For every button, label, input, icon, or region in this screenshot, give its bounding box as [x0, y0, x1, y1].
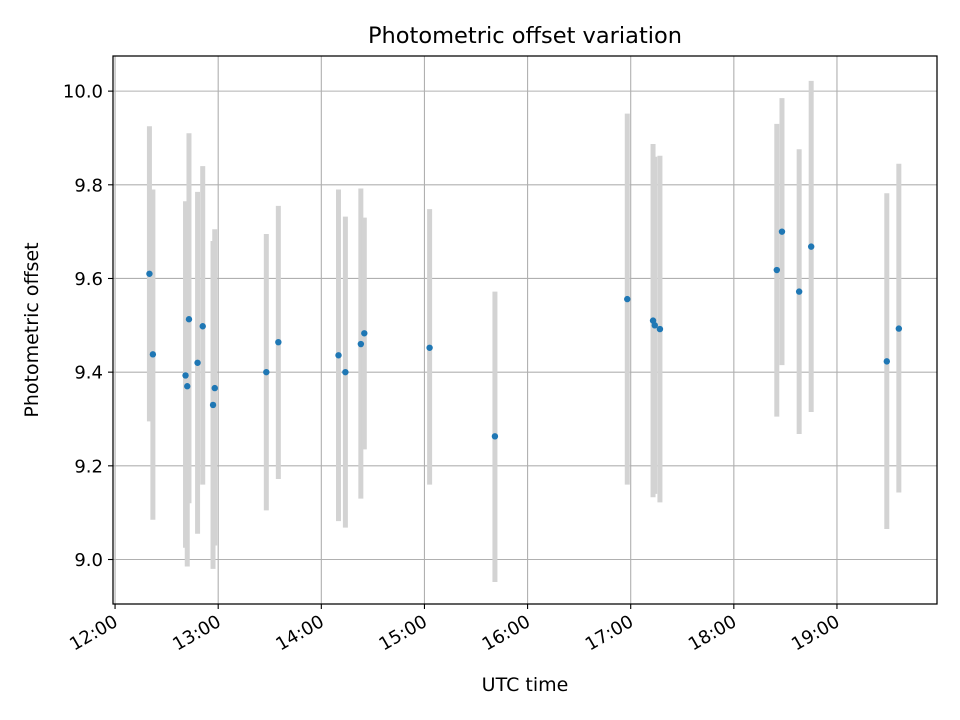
y-tick-label-2: 9.4 — [74, 363, 103, 384]
data-point-5 — [194, 359, 201, 366]
data-point-0 — [146, 270, 153, 277]
data-point-1 — [149, 351, 157, 358]
y-axis-label: Photometric offset — [21, 242, 43, 417]
data-point-10 — [275, 338, 282, 346]
data-point-26 — [895, 325, 903, 332]
plot-frame — [112, 55, 938, 605]
y-tick-label-1: 9.2 — [74, 456, 103, 477]
data-points — [146, 228, 903, 440]
y-tick-label-0: 9.0 — [74, 550, 103, 571]
data-point-23 — [795, 288, 803, 295]
chart-title: Photometric offset variation — [368, 23, 682, 49]
data-point-2 — [182, 372, 189, 379]
y-tick-label-5: 10.0 — [63, 82, 103, 103]
data-point-22 — [778, 228, 786, 235]
data-point-12 — [342, 368, 349, 376]
y-tick-label-4: 9.8 — [74, 175, 103, 196]
y-tick-label-3: 9.6 — [74, 269, 103, 290]
data-point-19 — [651, 322, 658, 329]
x-axis-label: UTC time — [482, 674, 569, 696]
data-point-21 — [773, 266, 781, 274]
data-point-4 — [185, 316, 193, 323]
data-point-25 — [883, 358, 891, 365]
data-point-8 — [211, 384, 218, 392]
data-point-16 — [491, 433, 499, 440]
data-point-11 — [335, 352, 342, 359]
data-point-7 — [209, 401, 217, 409]
data-point-14 — [361, 330, 368, 337]
data-point-3 — [184, 383, 191, 390]
data-point-6 — [199, 323, 206, 330]
data-point-17 — [624, 295, 631, 303]
data-point-13 — [357, 340, 365, 348]
data-point-24 — [807, 243, 815, 250]
data-point-20 — [656, 325, 664, 333]
data-point-9 — [263, 368, 270, 376]
data-point-15 — [426, 344, 433, 351]
